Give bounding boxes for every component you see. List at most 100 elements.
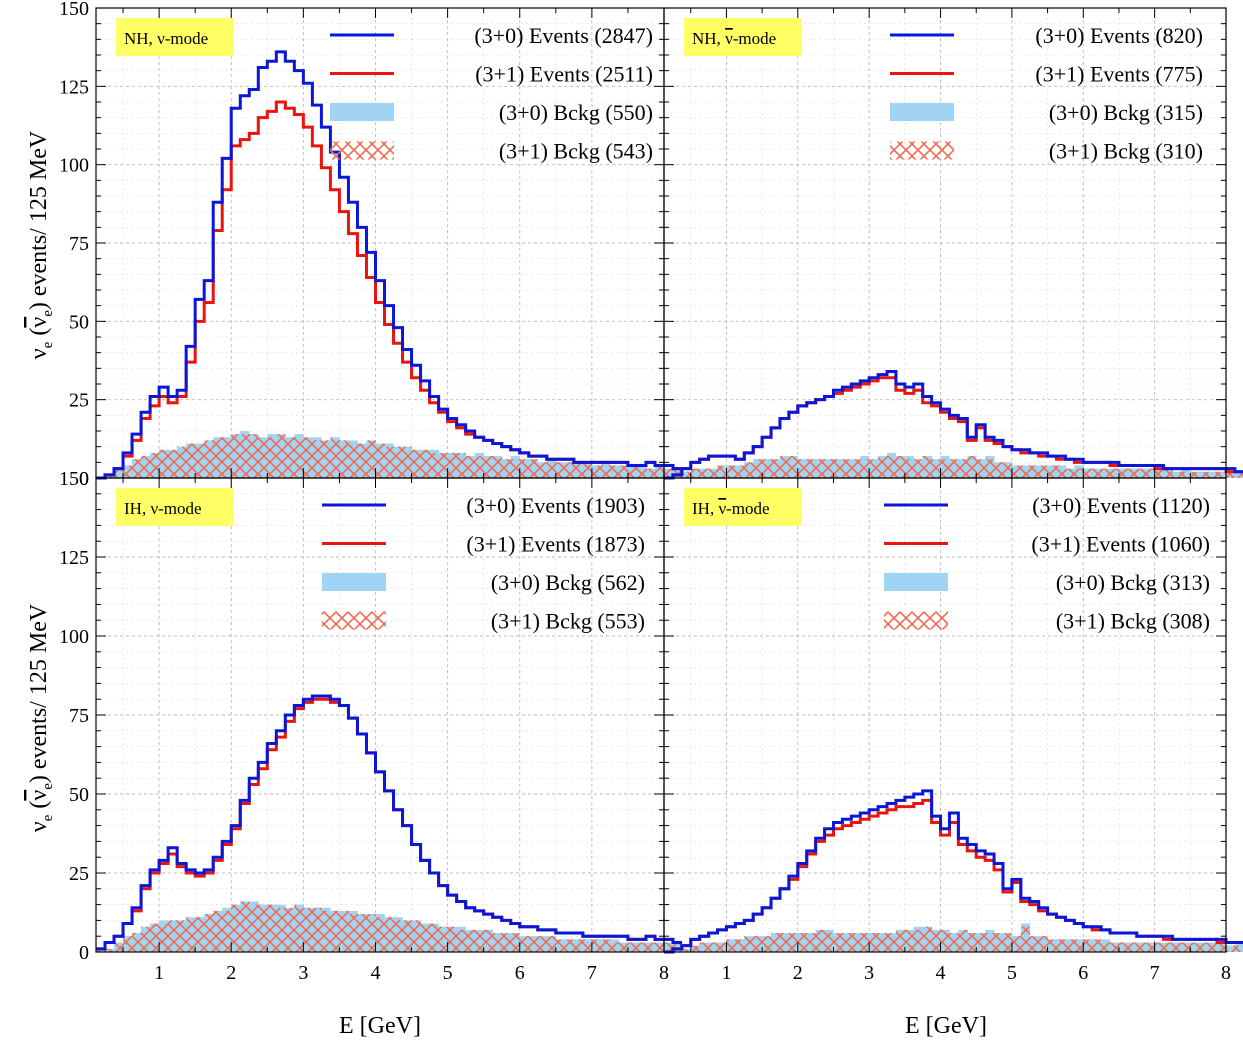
legend-label: (3+1) Bckg (543) [499,139,653,164]
y-tick-label: 75 [69,705,89,727]
bar-bckg-31 [779,933,790,952]
bar-bckg-31 [456,929,466,952]
bar-bckg-31 [842,933,852,952]
bar-bckg-31 [402,446,412,478]
legend-label: (3+1) Events (1873) [466,532,645,557]
bar-bckg-31 [913,459,923,478]
y-tick-label: 0 [79,942,89,964]
bar-bckg-31 [1038,465,1048,478]
bar-bckg-31 [573,462,584,478]
legend-label: (3+0) Events (1903) [466,493,645,518]
bar-bckg-31 [627,942,638,952]
bar-bckg-31 [96,948,106,952]
bar-bckg-31 [231,904,241,952]
legend-swatch-bckg-3p1 [890,141,954,160]
bar-bckg-31 [878,933,888,952]
bar-bckg-31 [869,933,879,952]
bar-bckg-31 [690,468,700,478]
bar-bckg-31 [339,440,349,478]
bar-bckg-31 [1020,465,1031,478]
bar-bckg-31 [726,939,736,952]
panel-tag-bg [684,488,802,526]
bar-bckg-31 [1118,942,1129,952]
bar-bckg-31 [420,449,430,478]
y-tick-label: 100 [59,626,89,648]
bar-bckg-31 [1029,936,1039,952]
bar-bckg-31 [186,443,196,478]
bar-bckg-31 [546,462,557,478]
bar-bckg-31 [231,434,241,478]
bar-bckg-31 [528,936,539,952]
bar-bckg-31 [753,936,763,952]
panel-tag-text: NH, ν-mode [124,29,208,48]
bar-bckg-31 [753,459,763,478]
legend-label: (3+1) Events (1060) [1031,532,1210,557]
bar-bckg-31 [384,917,394,952]
bar-bckg-31 [1074,468,1084,478]
bar-bckg-31 [1127,468,1138,478]
bar-bckg-31 [1002,933,1013,952]
bar-bckg-31 [204,914,214,952]
bar-bckg-31 [1226,471,1236,478]
bar-bckg-31 [771,459,781,478]
bar-bckg-31 [483,929,493,952]
bar-bckg-31 [609,942,620,952]
bar-bckg-31 [456,452,466,478]
legend-label: (3+0) Events (2847) [474,23,653,48]
x-tick-label: 3 [864,962,874,984]
bar-bckg-31 [1154,468,1164,478]
bar-bckg-31 [618,942,629,952]
series-line-events-3p1 [664,798,1243,954]
bar-bckg-31 [537,462,548,478]
bar-bckg-31 [168,920,178,952]
bar-bckg-31 [609,465,620,478]
bar-bckg-31 [940,929,950,952]
bar-bckg-31 [204,440,214,478]
bar-bckg-31 [357,443,367,478]
bar-bckg-31 [285,907,295,952]
y-tick-label: 150 [59,0,89,20]
bar-bckg-31 [438,452,448,478]
panel-tag-text: IH, ν-mode [692,499,770,518]
bar-bckg-31 [438,926,448,952]
bar-bckg-31 [788,933,799,952]
bar-bckg-31 [1181,471,1191,478]
x-tick-label: 7 [1150,962,1160,984]
bar-bckg-31 [1163,468,1173,478]
bar-bckg-31 [824,459,834,478]
bar-bckg-31 [869,459,879,478]
legend-label: (3+0) Bckg (313) [1056,570,1210,595]
bar-bckg-31 [797,459,808,478]
bar-bckg-31 [958,929,968,952]
bar-bckg-31 [267,437,277,478]
x-tick-label: 6 [1078,962,1088,984]
y-tick-label: 125 [59,76,89,98]
bar-bckg-31 [922,926,932,952]
bar-bckg-31 [1011,465,1022,478]
legend: (3+0) Events (820) (3+1) Events (775) (3+0… [890,23,1203,164]
bar-bckg-31 [842,459,852,478]
panel-bottom-left: 0 25 50 75 100 125 150 1 2 3 4 5 6 7 8 IH, ν-mode (3+0) … [59,468,683,984]
x-tick-label: 4 [936,962,946,984]
legend-label: (3+0) Bckg (562) [491,570,645,595]
legend-label: (3+1) Events (775) [1035,62,1203,87]
bar-bckg-31 [673,942,683,952]
bar-bckg-31 [904,929,915,952]
bar-bckg-31 [447,452,457,478]
bar-bckg-31 [717,942,727,952]
bar-bckg-31 [851,933,861,952]
x-tick-label: 1 [721,962,731,984]
x-axis-label-left: E [GeV] [339,1013,421,1039]
series-line-events-3p0 [664,789,1243,954]
bar-bckg-31 [1181,942,1191,952]
bar-bckg-31 [573,939,584,952]
ticks [664,478,1227,952]
panel-top-left: 0 25 50 75 100 125 150 NH, ν-mode (3+0) Events (… [59,0,683,490]
x-tick-label: 2 [226,962,236,984]
bar-bckg-31 [1190,471,1200,478]
series-line-events-3p0 [96,50,683,480]
y-tick-label: 0 [79,468,89,490]
bar-bckg-31 [806,459,816,478]
bar-bckg-31 [1118,468,1129,478]
panel-tag-bg [116,18,234,56]
